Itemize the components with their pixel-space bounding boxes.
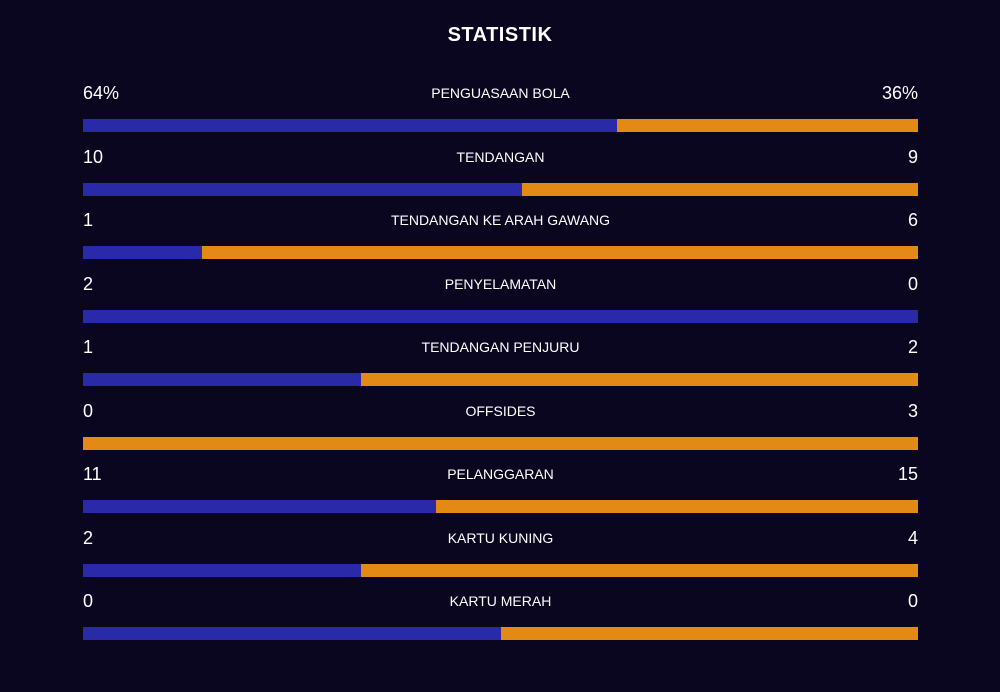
stat-row: 64% PENGUASAAN BOLA 36% bbox=[83, 80, 918, 144]
stat-home-value: 1 bbox=[83, 337, 94, 357]
stat-row: 2 PENYELAMATAN 0 bbox=[83, 271, 918, 335]
stat-bar-away bbox=[202, 246, 918, 259]
stat-label: PENGUASAAN BOLA bbox=[431, 85, 570, 101]
stat-away-value: 2 bbox=[907, 337, 918, 357]
stat-bar bbox=[83, 373, 918, 386]
stat-away-value: 9 bbox=[907, 146, 918, 167]
stat-bar-home bbox=[83, 182, 523, 196]
stat-row: 1 TENDANGAN PENJURU 2 bbox=[83, 334, 918, 398]
stat-home-value: 2 bbox=[83, 527, 94, 548]
stat-away-value: 0 bbox=[907, 273, 918, 294]
stat-label: KARTU MERAH bbox=[449, 593, 552, 609]
stat-row: 0 OFFSIDES 3 bbox=[83, 398, 918, 462]
stat-bar bbox=[83, 119, 918, 132]
stat-bar-home bbox=[83, 563, 362, 577]
stat-home-value: 64% bbox=[83, 83, 120, 103]
stat-bar-home bbox=[83, 627, 501, 640]
stat-home-value: 0 bbox=[83, 400, 94, 421]
stat-row: 2 KARTU KUNING 4 bbox=[83, 525, 918, 589]
stat-bar-away bbox=[436, 500, 918, 513]
stat-away-value: 36% bbox=[881, 83, 918, 103]
stat-bar bbox=[83, 500, 918, 513]
page-title: STATISTIK bbox=[447, 24, 553, 46]
stat-label: PELANGGARAN bbox=[447, 466, 554, 482]
stat-bar-away bbox=[361, 373, 918, 386]
stat-bar-home bbox=[83, 246, 203, 259]
stats-list: 64% PENGUASAAN BOLA 36% 10 TENDANGAN 9 1… bbox=[83, 80, 918, 652]
stat-bar-home bbox=[83, 373, 362, 386]
stat-bar bbox=[83, 182, 918, 196]
stat-home-value: 1 bbox=[83, 210, 94, 230]
stat-bar-home bbox=[83, 309, 918, 323]
stat-home-value: 10 bbox=[83, 146, 104, 167]
stat-bar bbox=[83, 627, 918, 640]
stat-bar-away bbox=[617, 119, 918, 132]
stat-bar-away bbox=[500, 627, 918, 640]
stat-home-value: 2 bbox=[83, 273, 94, 294]
stat-label: TENDANGAN PENJURU bbox=[421, 339, 580, 355]
stat-away-value: 6 bbox=[907, 210, 918, 230]
stat-home-value: 0 bbox=[83, 591, 94, 611]
stat-label: OFFSIDES bbox=[465, 402, 536, 419]
stat-bar bbox=[83, 309, 918, 323]
stat-away-value: 3 bbox=[907, 400, 918, 421]
stat-row: 0 KARTU MERAH 0 bbox=[83, 588, 918, 652]
stat-bar-away bbox=[83, 436, 918, 450]
stat-bar-home bbox=[83, 119, 618, 132]
stat-bar-away bbox=[361, 563, 918, 577]
stat-home-value: 11 bbox=[83, 464, 102, 484]
stat-label: TENDANGAN KE ARAH GAWANG bbox=[390, 212, 611, 228]
stat-bar-home bbox=[83, 500, 437, 513]
stat-row: 10 TENDANGAN 9 bbox=[83, 144, 918, 208]
stat-bar bbox=[83, 436, 918, 450]
stat-away-value: 15 bbox=[897, 464, 918, 484]
stat-bar bbox=[83, 246, 918, 259]
stat-bar bbox=[83, 563, 918, 577]
stat-row: 1 TENDANGAN KE ARAH GAWANG 6 bbox=[83, 207, 918, 271]
stat-away-value: 4 bbox=[907, 527, 918, 548]
stat-label: PENYELAMATAN bbox=[444, 275, 557, 292]
stat-bar-away bbox=[522, 182, 918, 196]
stat-label: KARTU KUNING bbox=[447, 529, 554, 546]
stat-row: 11 PELANGGARAN 15 bbox=[83, 461, 918, 525]
stat-label: TENDANGAN bbox=[456, 148, 545, 165]
stat-away-value: 0 bbox=[907, 591, 918, 611]
